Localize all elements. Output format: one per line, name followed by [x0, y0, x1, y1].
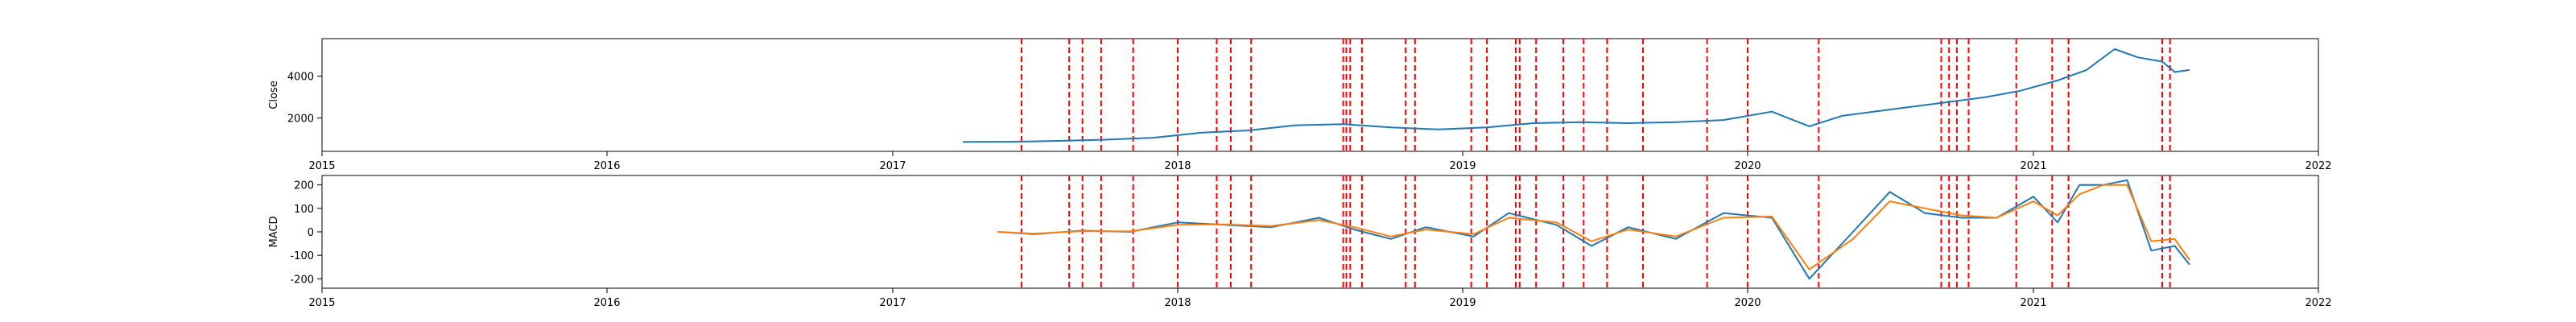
macd-series: [997, 179, 2190, 280]
macd-y-tick-label: 100: [294, 204, 314, 216]
macd-x-ticks: 2015 2016 2017 2018 2019 2020 2021 2022: [308, 288, 2332, 309]
close-panel: 2015 2016 2017 2018 2019 2020 2021 2022 2000 400…: [268, 38, 2332, 172]
close-x-tick-label: 2015: [308, 160, 335, 172]
macd-x-tick-label: 2018: [1164, 297, 1191, 309]
macd-panel: 2015 2016 2017 2018 2019 2020 2021 2022 -200 -10…: [268, 175, 2332, 309]
macd-y-tick-label: 0: [308, 227, 314, 239]
macd-x-tick-label: 2015: [308, 297, 335, 309]
close-series: [963, 48, 2190, 143]
close-y-tick-label: 2000: [287, 114, 314, 126]
macd-x-tick-label: 2021: [2020, 297, 2046, 309]
macd-y-tick-label: 200: [294, 180, 314, 192]
close-x-tick-label: 2017: [879, 160, 906, 172]
close-plot-area: [321, 38, 2319, 152]
close-x-tick-label: 2021: [2020, 160, 2046, 172]
close-x-tick-label: 2016: [593, 160, 620, 172]
close-line: [963, 48, 2190, 143]
close-ylabel: Close: [268, 80, 280, 109]
macd-ylabel: MACD: [268, 217, 280, 248]
close-x-tick-label: 2022: [2305, 160, 2331, 172]
close-x-ticks: 2015 2016 2017 2018 2019 2020 2021 2022: [308, 151, 2332, 172]
macd-x-tick-label: 2017: [879, 297, 906, 309]
macd-y-tick-label: -100: [290, 250, 314, 262]
close-x-tick-label: 2020: [1734, 160, 1761, 172]
close-y-ticks: 2000 4000: [287, 72, 322, 126]
close-x-tick-label: 2018: [1164, 160, 1191, 172]
macd-y-tick-label: -200: [290, 274, 314, 286]
macd-y-ticks: -200 -100 0 100 200: [290, 180, 322, 286]
macd-x-tick-label: 2016: [593, 297, 620, 309]
macd-x-tick-label: 2019: [1449, 297, 1476, 309]
macd-x-tick-label: 2020: [1734, 297, 1761, 309]
close-x-tick-label: 2019: [1449, 160, 1476, 172]
close-y-tick-label: 4000: [287, 72, 314, 84]
macd-plot-area: [321, 175, 2319, 289]
macd-x-tick-label: 2022: [2305, 297, 2331, 309]
close-event-lines: [1021, 39, 2171, 151]
signal-line: [997, 184, 2190, 270]
